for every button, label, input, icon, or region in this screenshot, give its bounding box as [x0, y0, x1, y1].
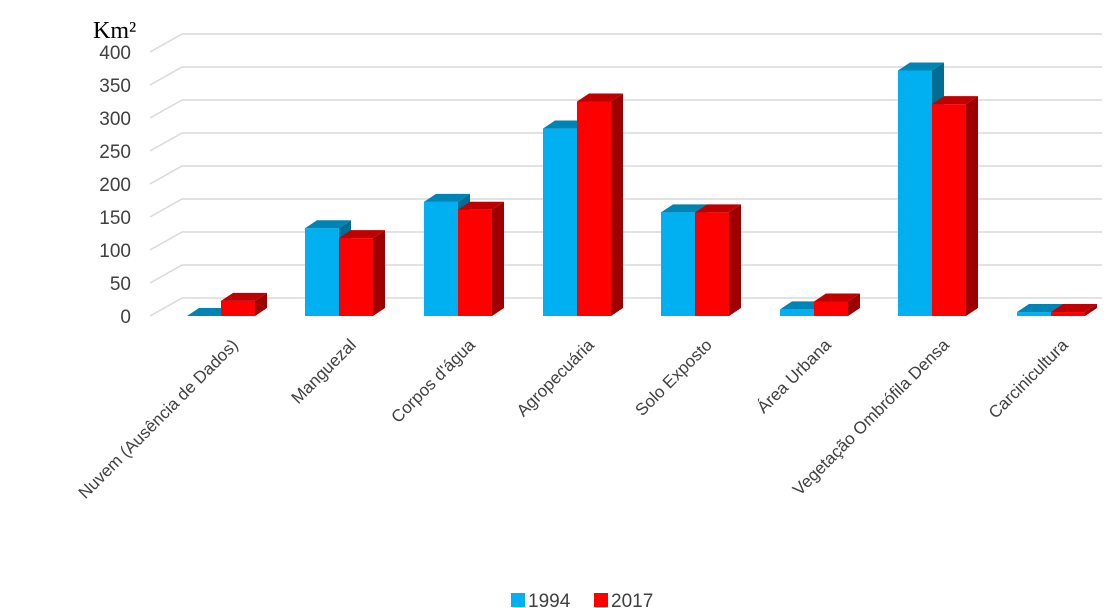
y-axis-unit-label: Km²	[93, 18, 136, 44]
y-tick-label: 200	[99, 175, 131, 196]
y-tick-label: 350	[99, 76, 131, 97]
bar	[221, 292, 267, 316]
category-label: Corpos d'água	[388, 335, 480, 427]
gridline	[149, 198, 1102, 218]
gridline	[149, 33, 1102, 53]
gridline	[149, 231, 1102, 251]
bar	[458, 201, 504, 316]
category-labels: Nuvem (Ausência de Dados) Manguezal Corpos…	[75, 335, 1072, 502]
legend-swatch-2017	[594, 593, 608, 607]
bar	[577, 93, 623, 316]
y-axis-ticks: 0 50 100 150 200 250 300 350 400	[99, 43, 131, 328]
legend: 1994 2017	[511, 591, 653, 608]
bar	[1051, 304, 1097, 316]
y-tick-label: 150	[99, 208, 131, 229]
gridline	[149, 132, 1102, 152]
y-tick-label: 50	[110, 274, 131, 295]
y-tick-label: 300	[99, 109, 131, 130]
legend-label-1994: 1994	[528, 591, 571, 608]
y-tick-label: 100	[99, 241, 131, 262]
bar	[695, 204, 741, 316]
gridline	[149, 99, 1102, 119]
gridline	[149, 264, 1102, 284]
category-label: Manguezal	[288, 335, 360, 407]
gridline	[149, 297, 1102, 317]
y-tick-label: 400	[99, 43, 131, 64]
bar	[932, 96, 978, 316]
category-label: Agropecuária	[513, 335, 598, 420]
bar	[814, 293, 860, 316]
category-label: Área Urbana	[753, 335, 835, 417]
gridlines	[149, 33, 1102, 317]
gridline	[149, 165, 1102, 185]
y-tick-label: 250	[99, 142, 131, 163]
gridline	[149, 66, 1102, 86]
category-label: Carcinicultura	[985, 335, 1072, 422]
y-tick-label: 0	[120, 307, 131, 328]
category-label: Solo Exposto	[632, 335, 716, 419]
category-label: Nuvem (Ausência de Dados)	[75, 335, 242, 502]
bars	[187, 62, 1097, 317]
bar	[339, 230, 385, 316]
legend-label-2017: 2017	[611, 591, 653, 608]
legend-swatch-1994	[511, 593, 525, 607]
